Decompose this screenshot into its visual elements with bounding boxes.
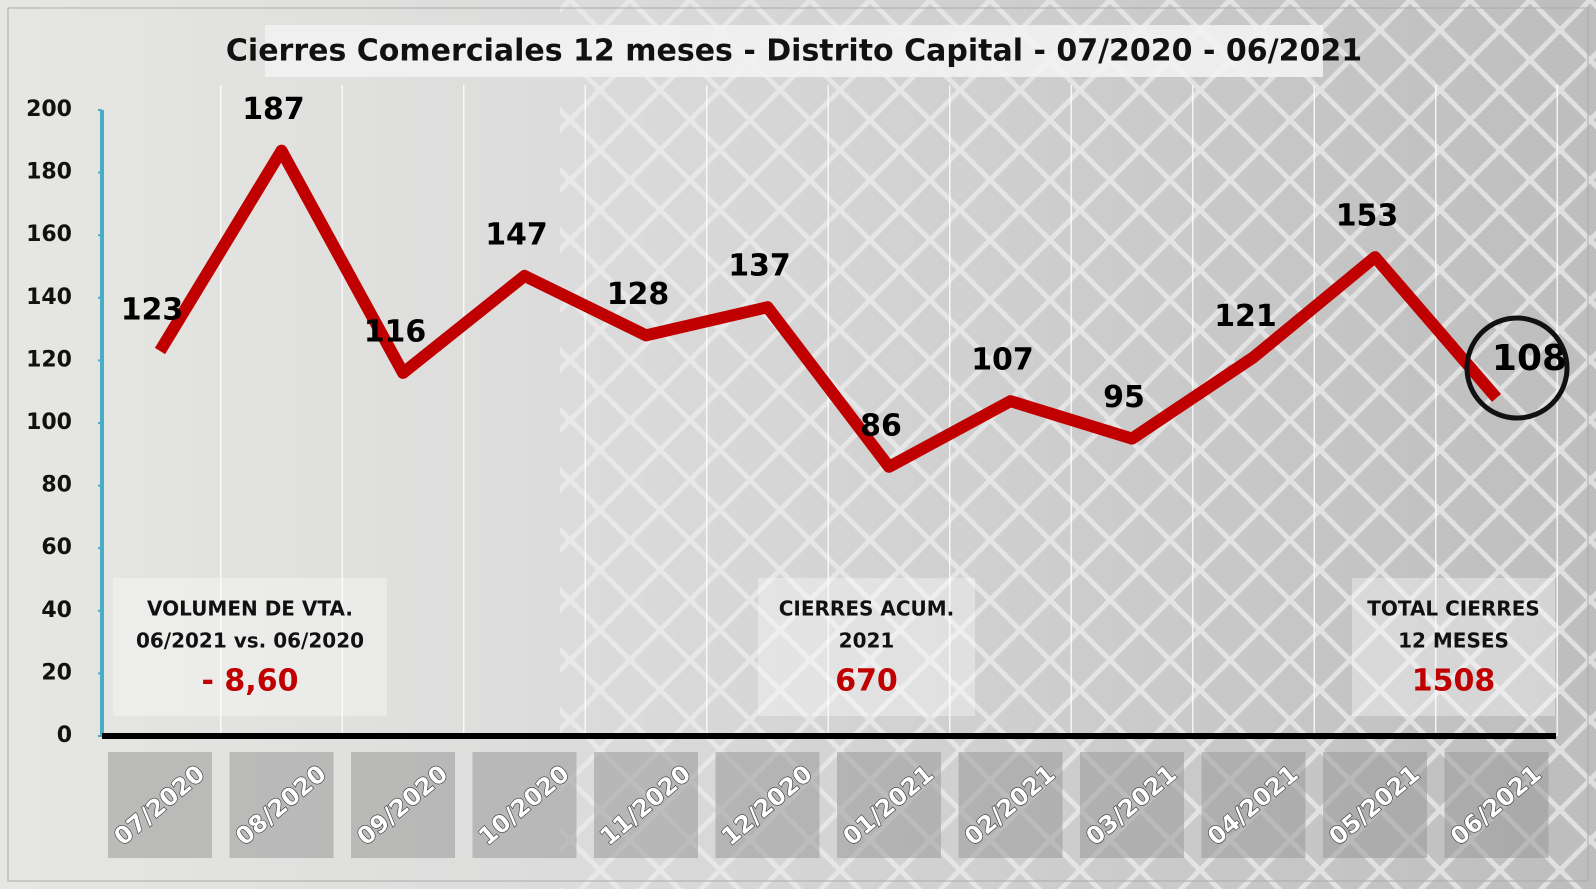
annotation-value: 670 bbox=[835, 664, 898, 699]
annotation-text: TOTAL CIERRES bbox=[1367, 597, 1540, 621]
annotation-value: - 8,60 bbox=[202, 664, 299, 699]
annotation-text: 12 MESES bbox=[1398, 629, 1509, 653]
data-label: 137 bbox=[728, 249, 791, 284]
data-label: 107 bbox=[971, 343, 1034, 378]
y-tick-label: 160 bbox=[26, 222, 72, 247]
annotation-text: VOLUMEN DE VTA. bbox=[147, 597, 353, 621]
annotation-text: 06/2021 vs. 06/2020 bbox=[136, 629, 364, 653]
annotation-value: 1508 bbox=[1412, 664, 1496, 699]
y-tick-label: 140 bbox=[26, 285, 72, 310]
chart: Cierres Comerciales 12 meses - Distrito … bbox=[0, 0, 1596, 889]
y-tick-label: 200 bbox=[26, 97, 72, 122]
y-tick-label: 80 bbox=[41, 473, 72, 498]
y-tick-label: 100 bbox=[26, 410, 72, 435]
annotation-text: 2021 bbox=[839, 629, 895, 653]
y-tick-label: 0 bbox=[57, 723, 72, 748]
y-tick-label: 120 bbox=[26, 347, 72, 372]
y-tick-label: 60 bbox=[41, 535, 72, 560]
y-tick-label: 40 bbox=[41, 598, 72, 623]
data-label: 153 bbox=[1336, 199, 1399, 234]
data-label: 116 bbox=[364, 314, 427, 349]
annotation-text: CIERRES ACUM. bbox=[779, 597, 955, 621]
data-label: 86 bbox=[860, 408, 902, 443]
y-tick-label: 180 bbox=[26, 160, 72, 185]
data-label: 108 bbox=[1492, 338, 1567, 379]
chart-title: Cierres Comerciales 12 meses - Distrito … bbox=[226, 34, 1362, 69]
grille-texture bbox=[560, 0, 1596, 889]
data-label: 187 bbox=[242, 92, 305, 127]
data-label: 128 bbox=[607, 277, 670, 312]
data-label: 95 bbox=[1103, 380, 1145, 415]
data-label: 121 bbox=[1214, 299, 1277, 334]
data-label: 123 bbox=[121, 293, 184, 328]
data-label: 147 bbox=[485, 217, 548, 252]
y-tick-label: 20 bbox=[41, 660, 72, 685]
